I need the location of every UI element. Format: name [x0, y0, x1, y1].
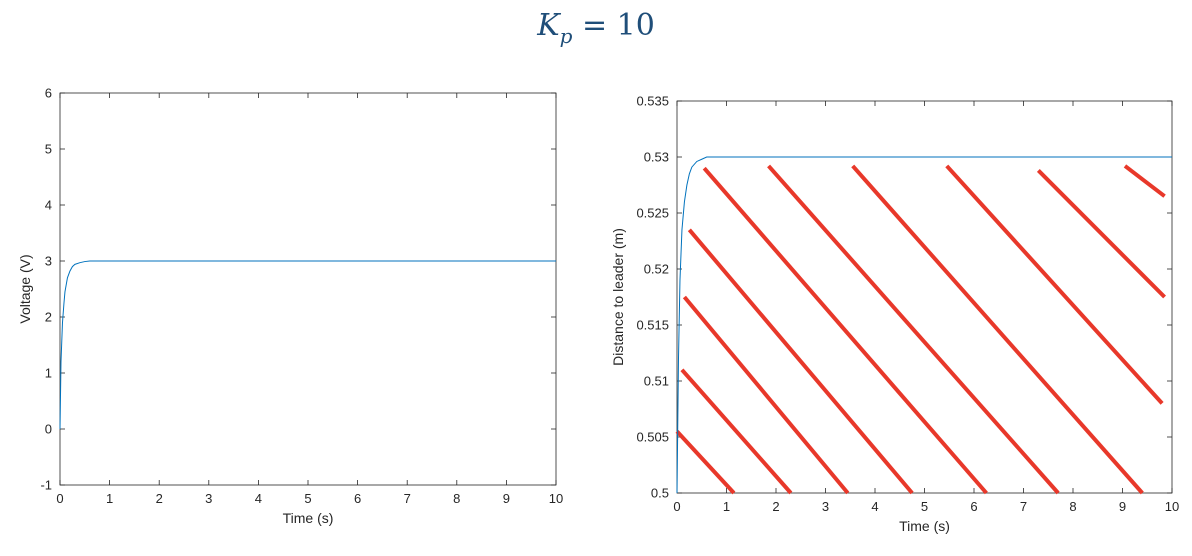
distance-y-tick-label: 0.525	[636, 206, 669, 221]
voltage-x-tick-label: 7	[404, 491, 411, 506]
voltage-x-tick-label: 2	[156, 491, 163, 506]
distance-x-tick-label: 1	[723, 499, 730, 514]
distance-x-axis-label: Time (s)	[899, 518, 950, 534]
voltage-y-axis-label: Voltage (V)	[17, 254, 33, 323]
title-rest: = 10	[572, 8, 655, 43]
figure-title: Kp = 10	[0, 8, 1192, 48]
voltage-x-tick-label: 8	[453, 491, 460, 506]
distance-hatch-line	[767, 164, 1060, 495]
distance-hatch-line	[851, 164, 1144, 495]
voltage-x-tick-label: 1	[106, 491, 113, 506]
distance-x-tick-label: 6	[970, 499, 977, 514]
distance-y-tick-label: 0.52	[644, 262, 669, 277]
distance-hatch-line	[702, 166, 988, 495]
distance-hatch-line	[1123, 164, 1166, 198]
distance-hatch-line	[675, 430, 736, 495]
distance-x-tick-label: 7	[1020, 499, 1027, 514]
voltage-x-tick-label: 10	[549, 491, 563, 506]
voltage-y-tick-label: 0	[45, 422, 52, 437]
distance-y-tick-label: 0.51	[644, 374, 669, 389]
voltage-series-line	[59, 260, 556, 430]
distance-y-axis-label: Distance to leader (m)	[610, 228, 626, 366]
distance-hatch-line	[680, 368, 793, 495]
title-symbol: K	[537, 8, 560, 43]
voltage-x-axis-label: Time (s)	[283, 510, 334, 526]
voltage-y-tick-label: 5	[45, 142, 52, 157]
voltage-x-tick-label: 4	[255, 491, 262, 506]
voltage-y-tick-label: 4	[45, 198, 52, 213]
distance-hatch-line	[1036, 169, 1166, 299]
distance-x-tick-label: 4	[871, 499, 878, 514]
distance-hatch-line	[682, 295, 850, 495]
voltage-y-tick-label: 6	[45, 86, 52, 101]
voltage-x-tick-label: 3	[205, 491, 212, 506]
distance-x-tick-label: 2	[772, 499, 779, 514]
distance-y-tick-label: 0.53	[644, 150, 669, 165]
voltage-plot-area	[59, 92, 557, 486]
title-subscript: p	[559, 24, 573, 48]
distance-x-tick-label: 10	[1165, 499, 1179, 514]
distance-x-tick-label: 0	[673, 499, 680, 514]
distance-y-tick-label: 0.5	[651, 486, 669, 501]
distance-x-tick-label: 9	[1119, 499, 1126, 514]
distance-x-tick-label: 5	[921, 499, 928, 514]
voltage-y-tick-label: -1	[40, 478, 52, 493]
voltage-x-tick-label: 0	[56, 491, 63, 506]
distance-x-tick-label: 3	[822, 499, 829, 514]
distance-y-tick-label: 0.535	[636, 94, 669, 109]
voltage-x-tick-label: 9	[503, 491, 510, 506]
distance-series-line	[676, 156, 1172, 494]
distance-x-tick-label: 8	[1069, 499, 1076, 514]
distance-y-tick-label: 0.505	[636, 430, 669, 445]
distance-hatch-line	[945, 164, 1164, 405]
distance-hatch-line	[687, 228, 914, 495]
voltage-x-tick-label: 5	[304, 491, 311, 506]
voltage-y-tick-label: 3	[45, 254, 52, 269]
voltage-y-tick-label: 2	[45, 310, 52, 325]
voltage-y-tick-label: 1	[45, 366, 52, 381]
voltage-x-tick-label: 6	[354, 491, 361, 506]
distance-plot-area	[676, 100, 1173, 494]
distance-y-tick-label: 0.515	[636, 318, 669, 333]
